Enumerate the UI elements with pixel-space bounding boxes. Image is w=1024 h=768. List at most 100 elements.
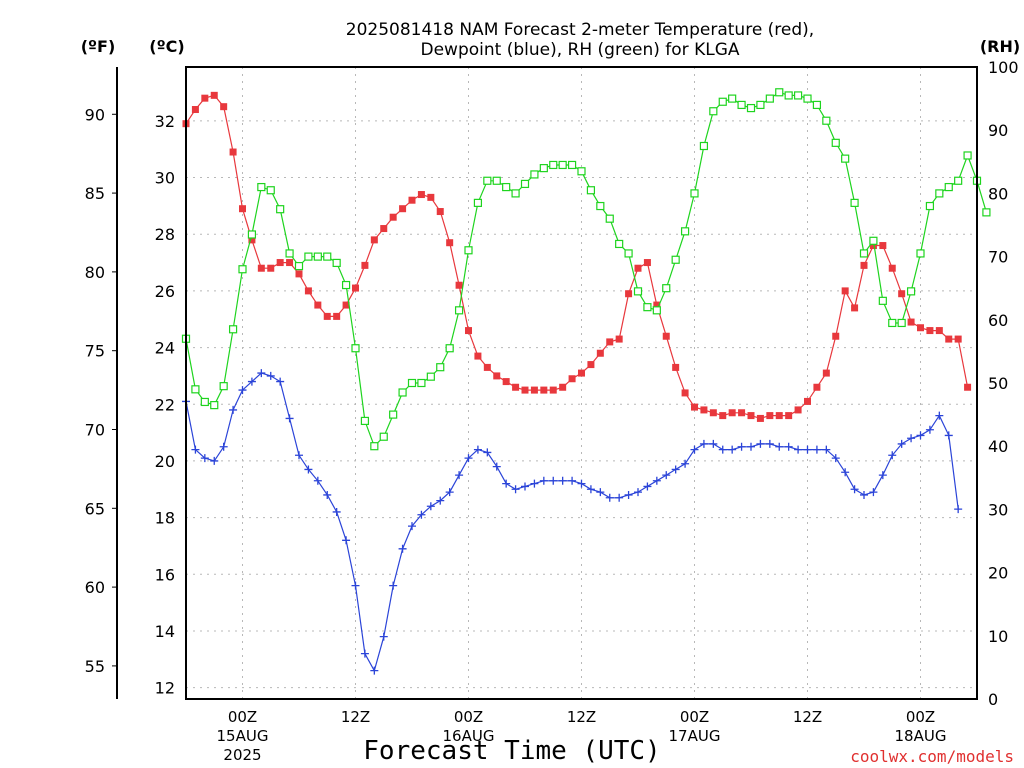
rh-point: [784, 91, 793, 100]
temperature-point: [898, 290, 906, 298]
temperature-point: [681, 389, 689, 397]
rh-point: [520, 179, 530, 189]
dewpoint-point: [803, 445, 812, 454]
fahrenheit-tick-label: 75: [85, 342, 105, 361]
dewpoint-point: [662, 471, 671, 480]
rh-point: [577, 167, 586, 176]
temperature-point: [323, 312, 331, 320]
rh-tick-label: 40: [988, 437, 1008, 456]
dewpoint-point: [530, 479, 539, 488]
x-tick-date-label: 18AUG: [895, 727, 947, 745]
rh-point: [596, 201, 605, 211]
celsius-tick-label: 32: [155, 112, 175, 131]
dewpoint-point: [605, 493, 614, 502]
credit-text: coolwx.com/models: [850, 747, 1014, 766]
dewpoint-point: [276, 377, 285, 386]
dewpoint-point: [869, 488, 878, 497]
temperature-point: [907, 318, 915, 326]
rh-point: [567, 160, 577, 170]
dewpoint-point: [596, 488, 605, 497]
dewpoint-point: [313, 476, 322, 485]
rh-point: [370, 442, 379, 451]
rh-point: [963, 151, 972, 160]
temperature-point: [879, 242, 887, 250]
temperature-point: [568, 375, 576, 383]
rh-point: [925, 201, 935, 211]
temperature-point: [333, 312, 341, 320]
dewpoint-point: [794, 445, 803, 454]
dewpoint-point: [718, 445, 727, 454]
dewpoint-point: [191, 445, 200, 454]
temperature-point: [446, 239, 454, 247]
temperature-point: [267, 264, 275, 272]
rh-point: [775, 88, 784, 97]
temperature-point: [691, 403, 698, 411]
rh-point: [360, 416, 370, 426]
dewpoint-point: [652, 476, 661, 485]
temperature-point: [653, 301, 661, 309]
dewpoint-point: [351, 581, 360, 590]
dewpoint-point: [360, 649, 369, 658]
temperature-point: [530, 386, 538, 394]
temperature-point: [643, 259, 651, 267]
x-axis-title: Forecast Time (UTC): [363, 736, 660, 766]
plot-frame: [185, 66, 978, 700]
rh-point: [558, 160, 567, 170]
dewpoint-point: [558, 476, 567, 485]
dewpoint-point: [417, 510, 426, 519]
rh-point: [341, 280, 351, 290]
rh-point: [200, 397, 209, 407]
dewpoint-point: [643, 482, 652, 491]
rh-point: [219, 382, 228, 391]
temperature-point: [954, 335, 962, 343]
celsius-tick-label: 26: [155, 282, 175, 301]
dewpoint-point: [568, 476, 577, 485]
dewpoint-point: [878, 471, 887, 480]
temperature-point: [417, 191, 425, 199]
rh-point: [398, 388, 407, 397]
celsius-tick-label: 24: [155, 339, 175, 358]
dewpoint-point: [756, 439, 765, 448]
temperature-point: [201, 94, 209, 102]
dewpoint-point: [473, 445, 482, 454]
rh-point: [464, 246, 473, 255]
rh-point: [304, 252, 313, 261]
dewpoint-point: [784, 442, 793, 451]
rh-point: [276, 205, 285, 214]
temperature-point: [756, 414, 764, 422]
rh-point: [379, 432, 388, 441]
chart-title-line2: Dewpoint (blue), RH (green) for KLGA: [421, 40, 740, 60]
temperature-point: [672, 363, 680, 371]
rh-point: [954, 176, 963, 185]
dewpoint-point: [257, 369, 266, 378]
rh-point: [605, 214, 614, 223]
rh-point: [869, 236, 878, 245]
temperature-point: [248, 236, 256, 244]
x-tick-label: 12Z: [341, 708, 370, 726]
dewpoint-point: [445, 488, 454, 497]
temperature-point: [747, 412, 755, 420]
temperature-point: [766, 412, 774, 420]
temperature-point: [728, 409, 736, 417]
chart-title: 2025081418 NAM Forecast 2-meter Temperat…: [346, 20, 814, 40]
temperature-point: [596, 349, 604, 357]
temperature-point: [578, 369, 585, 377]
dewpoint-point: [549, 476, 558, 485]
rh-point: [191, 385, 200, 394]
x-tick-label: 00Z: [906, 708, 935, 726]
dewpoint-point: [379, 632, 388, 641]
rh-tick-label: 80: [988, 184, 1008, 203]
dewpoint-point: [219, 442, 228, 451]
rh-point: [511, 189, 520, 198]
dewpoint-point: [728, 445, 737, 454]
rh-point: [586, 186, 596, 195]
rh-point: [709, 107, 718, 116]
dewpoint-point: [247, 377, 256, 386]
rh-point: [793, 91, 803, 100]
rh-point: [690, 189, 699, 198]
rh-point: [615, 239, 624, 249]
temperature-point: [549, 386, 557, 394]
x-tick-label: 00Z: [680, 708, 709, 726]
temperature-point: [370, 236, 378, 244]
